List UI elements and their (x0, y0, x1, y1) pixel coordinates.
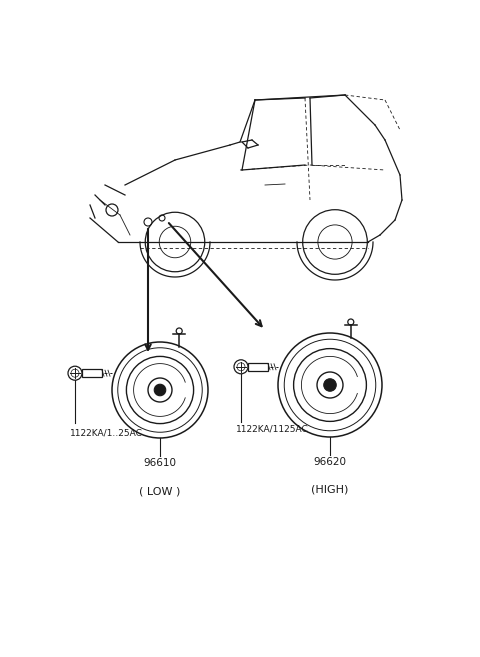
Text: 1122KA/1125AC: 1122KA/1125AC (236, 425, 309, 434)
Text: 96610: 96610 (144, 458, 177, 468)
Text: ( LOW ): ( LOW ) (139, 486, 180, 496)
Text: (HIGH): (HIGH) (312, 485, 348, 495)
Text: 1122KA/1‥25AC: 1122KA/1‥25AC (70, 428, 143, 437)
Circle shape (154, 384, 166, 396)
Text: 96620: 96620 (313, 457, 347, 467)
Circle shape (324, 378, 336, 391)
